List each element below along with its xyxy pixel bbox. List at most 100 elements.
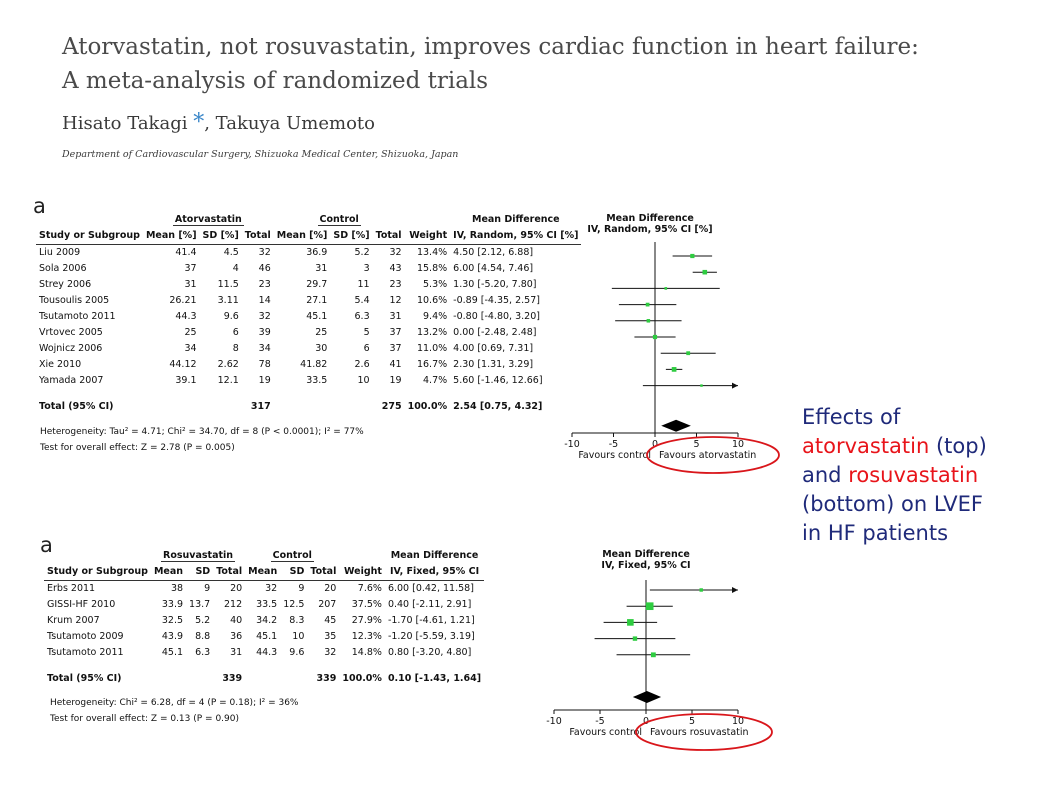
table-row: Strey 2006 31 11.5 23 29.7 11 23 5.3% 1.30 [-5.2… — [36, 277, 581, 293]
arrow-marker — [732, 382, 738, 389]
study-name: Tousoulis 2005 — [39, 295, 110, 306]
table-cell: 32 — [324, 647, 337, 658]
table-cell: 10 — [357, 375, 370, 386]
table-cell: 6 — [232, 327, 239, 338]
table-cell: 43 — [389, 263, 402, 274]
table-cell: 34 — [184, 343, 197, 354]
table-cell: 36.9 — [306, 247, 328, 258]
effect-square — [632, 636, 638, 641]
column-header: Total — [213, 564, 246, 581]
table-cell: 45.1 — [256, 631, 278, 642]
table-cell: 3.11 — [217, 295, 239, 306]
ci-value: 6.00 [0.42, 11.58] — [387, 583, 474, 594]
ci-value: 4.50 [2.12, 6.88] — [453, 247, 534, 258]
total-row: Total (95% CI) 317 275 100.0% 2.54 [0.75, 4.… — [36, 389, 581, 415]
table-cell: 20 — [230, 583, 243, 594]
table-cell: 41.4 — [175, 247, 197, 258]
table-cell: 30 — [315, 343, 328, 354]
total-cell — [330, 389, 372, 415]
corresponding-author-star: * — [193, 110, 205, 135]
table-cell: 13.2% — [416, 327, 448, 338]
axis-tick-label: 0 — [652, 439, 658, 450]
study-name: Tsutamoto 2009 — [47, 631, 124, 642]
note-atorvastatin: atorvastatin — [802, 434, 930, 458]
table-cell: 207 — [318, 599, 337, 610]
table-cell: 11 — [357, 279, 370, 290]
table-cell: 33.5 — [306, 375, 328, 386]
title-line-2: A meta-analysis of randomized trials — [62, 68, 489, 94]
column-header-row: Study or Subgroup Mean SD Total Mean SD Total W… — [44, 564, 485, 581]
ci-value: 0.00 [-2.48, 2.48] — [453, 327, 537, 338]
favours-right-label: Favours atorvastatin — [659, 450, 756, 461]
total-label: Total (95% CI) — [39, 401, 114, 412]
plot-header-bottom-2: IV, Fixed, 95% CI — [601, 560, 691, 571]
table-row: Tsutamoto 2011 45.1 6.3 31 44.3 9.6 32 14.8% 0.8… — [44, 645, 484, 661]
table-cell: 45 — [324, 615, 337, 626]
table-cell: 8.8 — [195, 631, 211, 642]
total-cell: 275 — [381, 401, 402, 412]
table-cell: 38 — [170, 583, 184, 594]
column-header: SD [%] — [199, 228, 242, 245]
column-header: Weight — [339, 564, 385, 581]
ci-value: -1.20 [-5.59, 3.19] — [387, 631, 475, 642]
forest-plot-rosuvastatin: -10 -5 0 5 10 Favours control Favours rosuvast… — [546, 580, 773, 751]
table-row: Tsutamoto 2009 43.9 8.8 36 45.1 10 35 12.3% -1.2… — [44, 629, 484, 645]
table-cell: 13.7 — [189, 599, 211, 610]
mean-difference-header: Mean Difference — [390, 550, 479, 561]
table-cell: 20 — [324, 583, 337, 594]
table-cell: 43.9 — [161, 631, 184, 642]
table-cell: 41.82 — [300, 359, 328, 370]
effect-square — [699, 588, 703, 592]
table-row: GISSI-HF 2010 33.9 13.7 212 33.5 12.5 207 37.5%… — [44, 597, 484, 613]
total-row: Total (95% CI) 339 339 100.0% 0.10 [-1.43, 1… — [44, 661, 484, 687]
note-line-5: in HF patients — [802, 521, 949, 545]
plot-header-top-1: Mean Difference — [606, 213, 694, 224]
study-name: Sola 2006 — [39, 263, 87, 274]
favours-right-label: Favours rosuvastatin — [650, 727, 749, 738]
study-name: Wojnicz 2006 — [39, 343, 103, 354]
table-cell: 2.6 — [354, 359, 370, 370]
table-cell: 4.7% — [423, 375, 448, 386]
table-cell: 12.5 — [283, 599, 305, 610]
plot-header-bottom: Mean Difference IV, Fixed, 95% CI — [566, 549, 726, 571]
table-cell: 2.62 — [217, 359, 239, 370]
ci-value: 2.30 [1.31, 3.29] — [453, 359, 534, 370]
group-header-row: Rosuvastatin Control Mean Difference — [44, 548, 484, 564]
effect-square — [664, 287, 668, 290]
table-cell: 33.9 — [161, 599, 184, 610]
authors: Hisato Takagi *, Takuya Umemoto — [62, 110, 375, 135]
study-name: Erbs 2011 — [47, 583, 96, 594]
table-cell: 27.9% — [351, 615, 382, 626]
panel-label-bottom: a — [40, 533, 53, 557]
table-cell: 44.3 — [256, 647, 278, 658]
column-header: Mean [%] — [273, 228, 331, 245]
ci-value: 0.80 [-3.20, 4.80] — [387, 647, 472, 658]
favours-left-label: Favours control — [569, 727, 642, 738]
table-cell: 7.6% — [357, 583, 382, 594]
column-header: Mean — [150, 564, 187, 581]
column-header: Total — [372, 228, 405, 245]
forest-plot-atorvastatin: -10 -5 0 5 10 Favours control Favours atorvast… — [564, 242, 780, 474]
axis-tick-label: 10 — [732, 439, 744, 450]
table-cell: 12.3% — [351, 631, 382, 642]
column-header-row: Study or Subgroup Mean [%] SD [%] Total Mean… — [36, 228, 582, 245]
mean-difference-header: Mean Difference — [471, 214, 560, 225]
table-cell: 4 — [232, 263, 239, 274]
column-header: Study or Subgroup — [36, 228, 143, 245]
table-cell: 32 — [258, 247, 271, 258]
table-cell: 32 — [265, 583, 278, 594]
ci-header: IV, Random, 95% CI [%] — [450, 228, 582, 245]
table-row: Liu 2009 41.4 4.5 32 36.9 5.2 32 13.4% 4.50 [2.1… — [36, 245, 581, 262]
table-cell: 19 — [258, 375, 271, 386]
table-row: Yamada 2007 39.1 12.1 19 33.5 10 19 4.7% 5.60 [-… — [36, 373, 581, 389]
study-name: Krum 2007 — [47, 615, 100, 626]
axis-tick-label: 0 — [643, 716, 649, 727]
total-ci: 2.54 [0.75, 4.32] — [453, 401, 543, 412]
table-cell: 9.6 — [289, 647, 305, 658]
total-cell — [280, 661, 307, 687]
effect-square — [690, 253, 695, 259]
group1-label: Atorvastatin — [172, 214, 244, 226]
effect-square — [650, 652, 656, 658]
table-row: Xie 2010 44.12 2.62 78 41.82 2.6 41 16.7% 2.30 [… — [36, 357, 581, 373]
table-cell: 37 — [389, 343, 402, 354]
